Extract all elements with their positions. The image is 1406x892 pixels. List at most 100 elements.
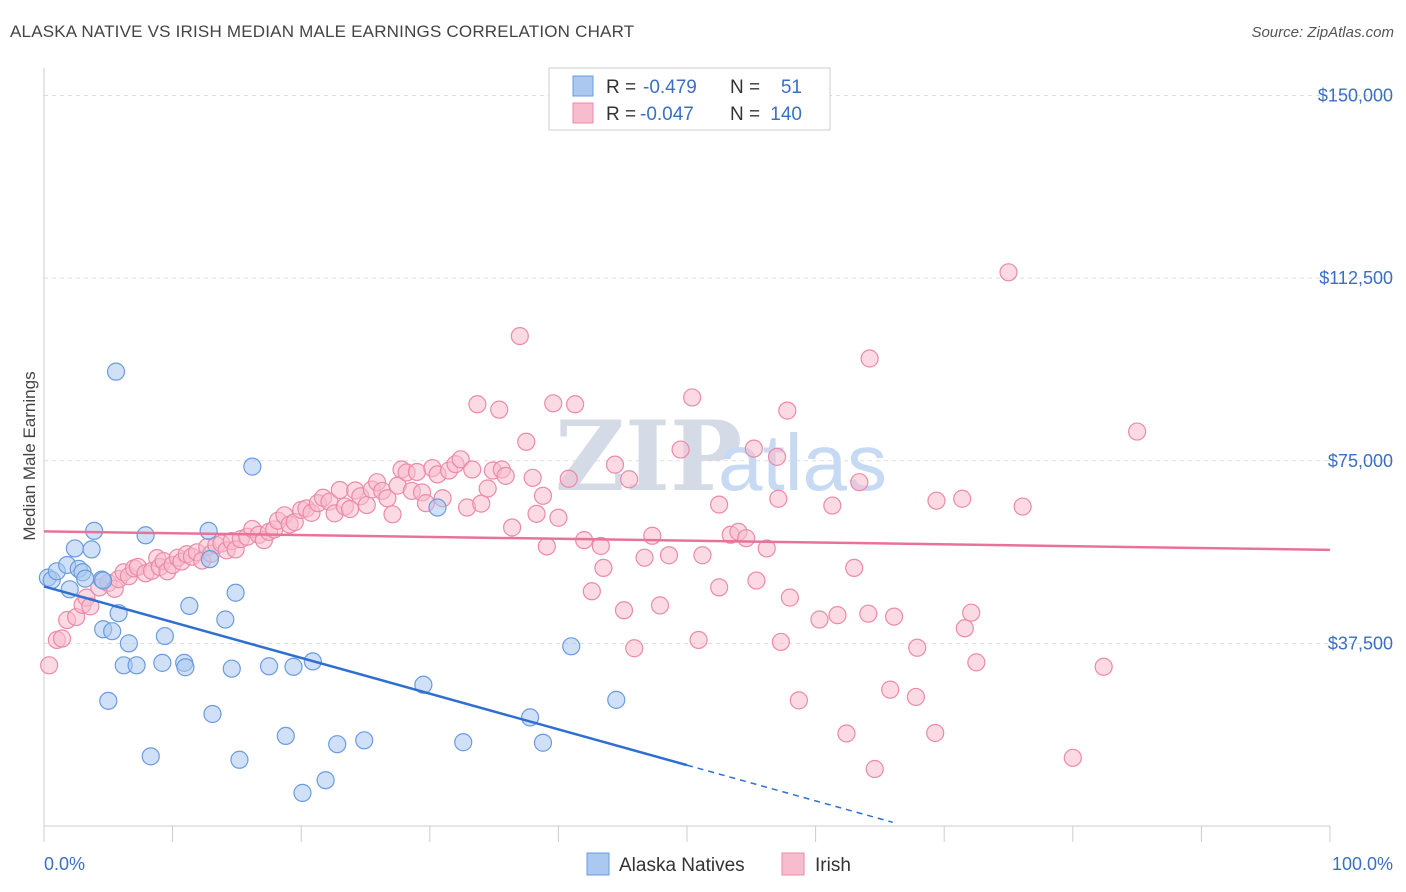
irish-point	[771, 632, 790, 652]
alaska-native-point	[293, 783, 312, 802]
watermark: ZIP atlas	[555, 400, 887, 513]
legend-r-value-2: -0.047	[640, 104, 694, 125]
alaska-native-trend-extension	[686, 764, 893, 824]
irish-point	[780, 588, 799, 607]
alaska-native-point	[414, 675, 433, 694]
alaska-native-point	[82, 540, 101, 559]
irish-point	[671, 440, 690, 459]
irish-point	[383, 505, 402, 524]
series-label-irish: Irish	[815, 855, 851, 876]
irish-point	[999, 263, 1018, 282]
irish-point	[778, 401, 797, 420]
irish-point	[926, 723, 945, 743]
watermark-atlas: atlas	[718, 418, 887, 507]
alaska-native-point	[180, 596, 199, 615]
alaska-native-trend-line	[43, 585, 688, 767]
irish-point	[468, 395, 487, 414]
alaska-native-point	[259, 657, 279, 676]
irish-point	[40, 656, 59, 675]
irish-point	[544, 394, 563, 413]
irish-point	[463, 460, 482, 479]
irish-point	[81, 597, 100, 616]
alaska-native-point	[200, 550, 219, 569]
irish-point	[747, 571, 766, 590]
legend-n-value-1: 51	[781, 77, 802, 98]
irish-point	[537, 537, 556, 556]
alaska-native-point	[155, 626, 174, 646]
alaska-native-point	[276, 726, 295, 746]
alaska-native-point	[533, 733, 553, 752]
irish-point	[683, 388, 702, 407]
irish-point	[472, 494, 491, 513]
irish-point	[859, 604, 878, 623]
irish-point	[650, 596, 670, 615]
irish-point	[620, 470, 639, 489]
series-legend: Alaska Natives Irish	[586, 852, 851, 876]
irish-point	[710, 578, 729, 597]
alaska-native-point	[127, 656, 146, 675]
x-tick-labels: 0.0% 100.0%	[44, 854, 1393, 874]
irish-point	[614, 601, 634, 620]
legend-n-label-2: N =	[730, 104, 760, 125]
x-tick-label-0: 0.0%	[44, 854, 85, 874]
legend-n-value-2: 140	[770, 104, 802, 125]
irish-point	[845, 558, 864, 578]
irish-point	[594, 558, 613, 578]
irish-point	[744, 439, 763, 458]
alaska-native-point	[153, 653, 172, 672]
irish-point	[865, 759, 884, 779]
legend-r-value-1: -0.479	[643, 77, 697, 98]
irish-points	[40, 263, 1147, 779]
irish-point	[789, 691, 808, 710]
alaska-native-point	[428, 498, 447, 517]
y-tick-labels: $37,500 $75,000 $112,500 $150,000	[1318, 86, 1393, 654]
trend-lines	[43, 530, 1331, 824]
alaska-native-point	[328, 735, 347, 754]
irish-point	[710, 495, 729, 514]
irish-point	[767, 447, 787, 466]
correlation-legend: R = -0.479 N = 51 R = -0.047 N = 140	[548, 67, 831, 131]
irish-point	[330, 480, 349, 500]
y-axis-label: Median Male Earnings	[20, 371, 39, 540]
irish-point	[407, 462, 427, 482]
irish-point	[566, 395, 585, 414]
irish-point	[860, 349, 879, 368]
irish-point	[523, 468, 542, 487]
alaska-native-point	[199, 521, 218, 540]
irish-point	[693, 546, 712, 565]
irish-point	[490, 400, 509, 419]
alaska-native-point	[203, 704, 222, 724]
irish-point	[1013, 497, 1032, 516]
legend-swatch-pink	[572, 102, 594, 124]
legend-swatch-blue	[572, 75, 594, 97]
irish-point	[533, 486, 553, 505]
irish-point	[643, 526, 662, 545]
irish-point	[810, 610, 829, 629]
alaska-native-point	[226, 583, 245, 602]
irish-point	[496, 466, 515, 485]
series-label-alaska: Alaska Natives	[619, 855, 745, 876]
alaska-native-point	[562, 637, 581, 656]
irish-point	[908, 638, 927, 657]
alaska-native-point	[106, 362, 126, 381]
grid-lines	[44, 95, 1395, 644]
alaska-native-point	[176, 658, 195, 677]
alaska-native-point	[76, 569, 95, 588]
alaska-native-point	[607, 690, 626, 709]
irish-point	[527, 504, 546, 523]
irish-point	[850, 473, 869, 492]
irish-point	[503, 518, 522, 537]
irish-point	[582, 582, 601, 601]
irish-point	[906, 687, 926, 707]
legend-n-label-1: N =	[730, 77, 760, 98]
irish-trend-line	[43, 530, 1331, 552]
irish-point	[510, 326, 529, 346]
irish-point	[591, 536, 610, 556]
chart-title: ALASKA NATIVE VS IRISH MEDIAN MALE EARNI…	[10, 22, 635, 41]
alaska-native-point	[355, 731, 374, 750]
alaska-native-point	[222, 659, 241, 678]
irish-point	[955, 619, 974, 638]
irish-point	[451, 450, 470, 469]
legend-r-label-2: R =	[606, 104, 636, 125]
